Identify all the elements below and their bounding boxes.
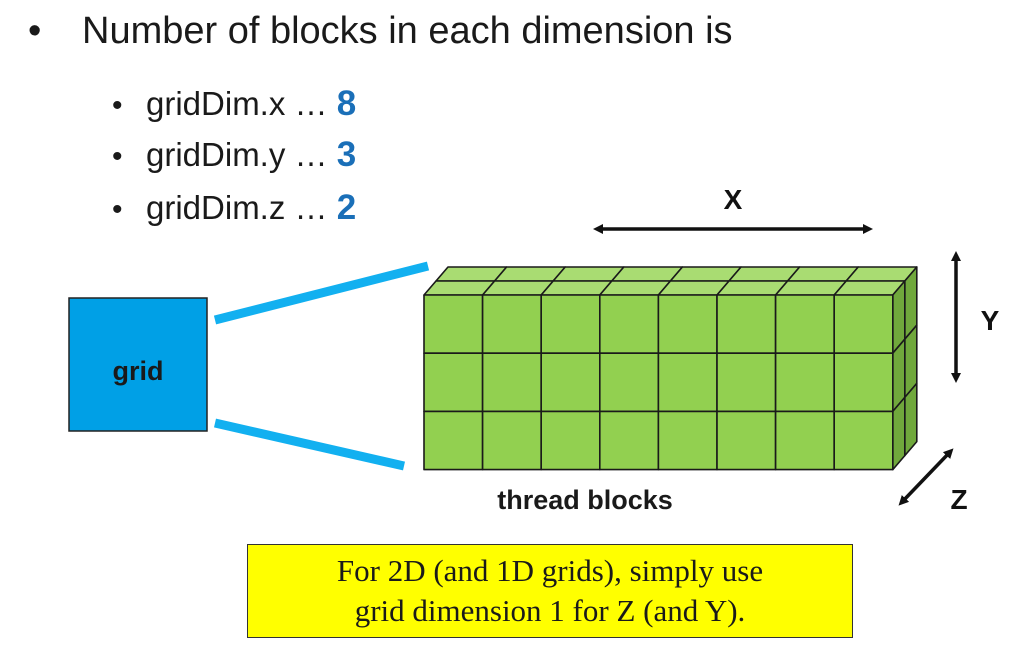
sub-bullet-z: • gridDim.z … 2 [112,188,356,228]
thread-block [774,294,836,355]
thread-block [423,352,484,413]
note-box: For 2D (and 1D grids), simply use grid d… [247,544,853,638]
block-side-face [903,382,918,457]
sub-bullet-label: gridDim.z … [146,189,328,226]
sub-bullet-label: gridDim.y … [146,136,328,173]
thread-block [833,352,894,413]
thread-block [540,410,601,471]
grid-label: grid [113,356,164,386]
thread-block [481,352,543,413]
thread-block [833,410,894,471]
y-axis-label: Y [981,305,1000,336]
thread-block [540,294,601,355]
thread-block [833,294,894,355]
bullet-dot: • [112,140,123,173]
thread-block [598,410,660,471]
thread-block [481,410,543,471]
connector-line-top [213,261,430,325]
main-bullet: • Number of blocks in each dimension is [28,2,733,60]
sub-bullet-label: gridDim.x … [146,85,328,122]
thread-block-array [423,266,918,471]
thread-block [774,410,836,471]
thread-block [657,352,718,413]
sub-bullet-x: • gridDim.x … 8 [112,84,356,124]
sub-bullet-y: • gridDim.y … 3 [112,135,356,175]
grid-box [68,297,208,432]
x-axis-label: X [724,184,743,215]
thread-block [481,294,543,355]
block-side-face [891,396,906,471]
thread-block [716,294,777,355]
z-axis-label: Z [950,484,967,515]
connector-line-bottom [214,418,405,471]
note-line-1: For 2D (and 1D grids), simply use [336,553,764,588]
thread-blocks-label: thread blocks [497,485,673,515]
thread-block [774,352,836,413]
note-line-2: grid dimension 1 for Z (and Y). [354,593,746,628]
bullet-dot: • [112,193,123,226]
bullet-dot: • [28,10,42,52]
z-axis-arrow [898,448,954,506]
thread-block [540,352,601,413]
thread-block [423,294,484,355]
thread-block [598,352,660,413]
bullet-dot: • [112,89,123,122]
sub-bullet-value: 3 [336,135,357,174]
thread-block [657,410,718,471]
thread-block [716,410,777,471]
sub-bullet-value: 2 [336,188,357,227]
thread-block [598,294,660,355]
thread-block [657,294,718,355]
thread-block [716,352,777,413]
thread-block [423,410,484,471]
main-bullet-text: Number of blocks in each dimension is [82,10,733,52]
sub-bullet-value: 8 [336,84,357,123]
